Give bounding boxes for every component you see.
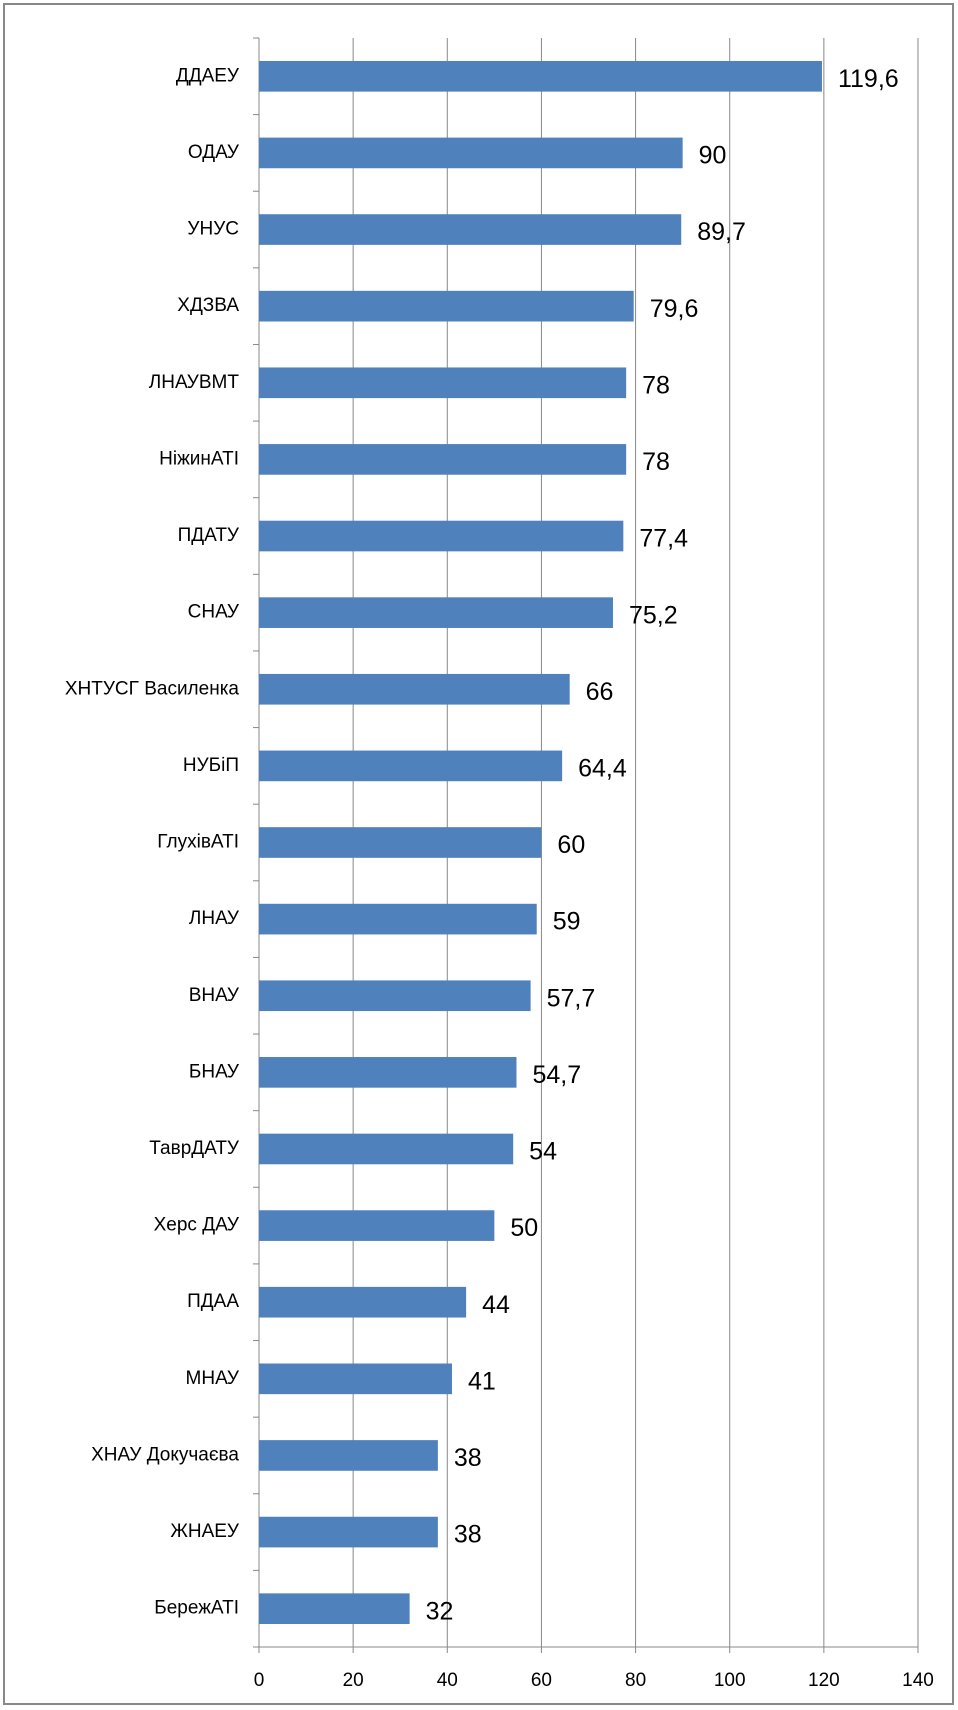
data-label: 78 (642, 448, 670, 476)
bar (259, 827, 542, 858)
data-label: 77,4 (639, 525, 688, 553)
data-label: 44 (482, 1291, 510, 1319)
bar (259, 1057, 517, 1088)
y-tick-label: БНАУ (189, 1061, 240, 1082)
y-tick-label: ОДАУ (188, 142, 240, 163)
y-tick-label: ВНАУ (189, 985, 240, 1006)
bar (259, 750, 563, 782)
data-label: 38 (454, 1444, 482, 1472)
bar (259, 1133, 514, 1165)
bar (259, 597, 613, 628)
bar (259, 137, 683, 169)
data-label: 90 (699, 142, 727, 170)
bar (259, 444, 627, 475)
x-tick-label: 0 (254, 1670, 265, 1691)
x-tick-label: 80 (625, 1670, 646, 1691)
y-tick-label: ГлухівАТІ (157, 832, 239, 853)
data-label: 60 (557, 831, 585, 859)
x-tick-label: 100 (714, 1670, 746, 1691)
y-tick-label: ДДАЕУ (176, 65, 240, 86)
bar (259, 520, 624, 552)
y-tick-label: ХНТУСГ Василенка (65, 678, 240, 699)
bar (259, 1363, 452, 1395)
bar (259, 367, 627, 399)
bar (259, 903, 537, 935)
y-tick-label: ПДАА (187, 1291, 239, 1312)
y-tick-label: ЛНАУВМТ (149, 372, 240, 393)
data-label: 64,4 (578, 754, 627, 782)
data-label: 66 (586, 678, 614, 706)
y-tick-label: БережАТІ (154, 1598, 239, 1619)
y-tick-label: УНУС (187, 219, 239, 240)
bar (259, 1286, 467, 1318)
bar (259, 673, 570, 705)
x-tick-label: 120 (808, 1670, 840, 1691)
data-label: 89,7 (697, 218, 746, 246)
data-label: 78 (642, 371, 670, 399)
y-tick-label: НУБіП (183, 755, 239, 776)
y-tick-label: ХНАУ Докучаєва (91, 1444, 239, 1465)
y-tick-label: ТаврДАТУ (149, 1138, 240, 1159)
y-tick-label: СНАУ (188, 602, 240, 623)
data-label: 59 (553, 908, 581, 936)
bar (259, 1593, 410, 1625)
data-label: 50 (510, 1214, 538, 1242)
data-label: 54,7 (532, 1061, 581, 1089)
x-tick-label: 140 (902, 1670, 934, 1691)
x-tick-label: 60 (531, 1670, 552, 1691)
y-tick-label: ПДАТУ (178, 525, 240, 546)
data-label: 38 (454, 1521, 482, 1549)
bar (259, 1516, 438, 1548)
data-label: 119,6 (838, 65, 899, 93)
y-tick-label: ЛНАУ (189, 908, 240, 929)
data-label: 54 (529, 1138, 557, 1166)
x-tick-label: 20 (343, 1670, 364, 1691)
data-label: 32 (426, 1597, 454, 1625)
data-label: 75,2 (629, 601, 678, 629)
y-tick-label: НіжинАТІ (159, 448, 239, 469)
bar (259, 214, 682, 245)
x-tick-label: 40 (437, 1670, 458, 1691)
bar (259, 290, 634, 322)
y-tick-label: ХДЗВА (177, 295, 239, 316)
y-tick-label: Херс ДАУ (154, 1215, 240, 1236)
bar (259, 1210, 495, 1241)
y-tick-label: ЖНАЕУ (170, 1521, 240, 1542)
data-label: 79,6 (650, 295, 699, 323)
bar (259, 1440, 438, 1471)
bar (259, 60, 822, 92)
data-label: 57,7 (547, 984, 596, 1012)
y-tick-label: МНАУ (186, 1368, 240, 1389)
bar (259, 980, 531, 1012)
data-label: 41 (468, 1367, 496, 1395)
